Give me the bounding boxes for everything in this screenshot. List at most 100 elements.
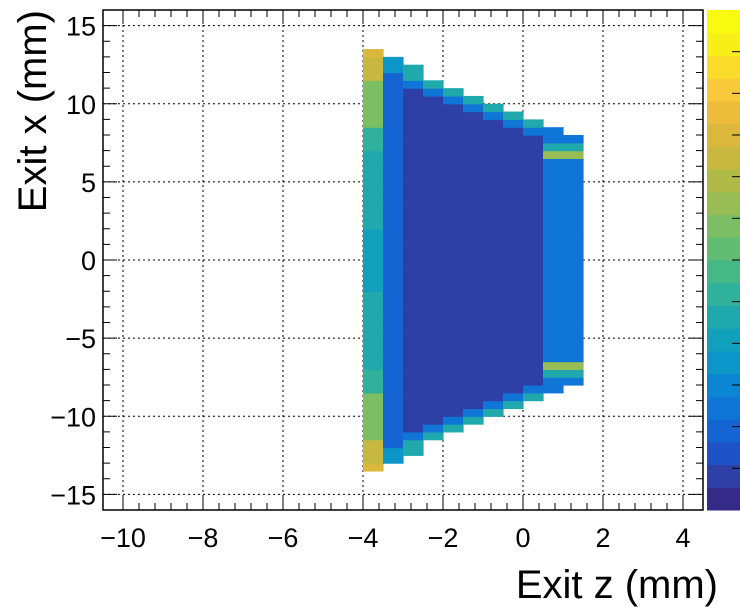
heatmap-cell xyxy=(363,275,384,285)
heatmap-cell xyxy=(463,408,484,417)
heatmap-cell xyxy=(363,400,384,410)
colorbar-segment xyxy=(707,55,740,79)
heatmap-cell xyxy=(563,135,584,144)
colorbar-segment xyxy=(707,328,740,352)
heatmap-cell xyxy=(383,314,404,324)
heatmap-cell xyxy=(363,174,384,183)
heatmap-cell xyxy=(443,142,464,152)
heatmap-cell xyxy=(363,385,384,394)
heatmap-cell xyxy=(523,236,544,245)
heatmap-cell xyxy=(563,213,584,222)
heatmap-cell xyxy=(443,424,464,433)
heatmap-cell xyxy=(403,64,424,74)
heatmap-cell xyxy=(483,181,504,191)
heatmap-cell xyxy=(383,330,404,339)
heatmap-cell xyxy=(503,345,524,355)
heatmap-cell xyxy=(563,252,584,261)
heatmap-cell xyxy=(503,142,524,152)
heatmap-cell xyxy=(523,166,544,175)
x-tick-label: −4 xyxy=(348,523,379,553)
heatmap-cell xyxy=(463,330,484,339)
heatmap-cell xyxy=(423,338,444,347)
heatmap-cell xyxy=(423,385,444,394)
colorbar-segment xyxy=(707,10,740,34)
heatmap-cell xyxy=(423,361,444,370)
heatmap-cell xyxy=(403,88,424,97)
heatmap-cell xyxy=(403,260,424,269)
heatmap-cell xyxy=(423,80,444,89)
colorbar-segment xyxy=(707,237,740,261)
heatmap-cell xyxy=(403,119,424,128)
heatmap-cell xyxy=(503,174,524,183)
heatmap-cell xyxy=(483,205,504,214)
heatmap-cell xyxy=(443,127,464,136)
heatmap-cell xyxy=(503,119,524,128)
colorbar-segment xyxy=(707,78,740,102)
heatmap-cell xyxy=(483,314,504,324)
heatmap-cell xyxy=(483,322,504,331)
heatmap-cell xyxy=(423,174,444,183)
heatmap-cell xyxy=(483,283,504,292)
heatmap-cell xyxy=(543,189,564,199)
heatmap-cell xyxy=(523,275,544,285)
heatmap-cell xyxy=(563,377,584,386)
heatmap-cell xyxy=(463,353,484,363)
heatmap-cell xyxy=(423,166,444,175)
heatmap-cell xyxy=(383,392,404,402)
heatmap-cell xyxy=(363,220,384,230)
heatmap-cell xyxy=(363,88,384,97)
heatmap-cell xyxy=(443,252,464,261)
heatmap-cell xyxy=(383,119,404,128)
colorbar-segment xyxy=(707,100,740,125)
heatmap-cell xyxy=(363,377,384,386)
heatmap-cell xyxy=(383,345,404,355)
heatmap-cell xyxy=(563,220,584,230)
heatmap-cell xyxy=(383,127,404,136)
heatmap-cell xyxy=(563,189,584,199)
heatmap-cell xyxy=(383,80,404,89)
heatmap-cell xyxy=(403,166,424,175)
x-axis-title: Exit z (mm) xyxy=(516,563,718,607)
heatmap-cell xyxy=(543,236,564,245)
heatmap-cell xyxy=(463,306,484,316)
heatmap-cell xyxy=(403,135,424,144)
heatmap-cell xyxy=(463,166,484,175)
heatmap-cell xyxy=(383,64,404,74)
colorbar-segment xyxy=(707,464,740,488)
heatmap-cell xyxy=(523,299,544,308)
heatmap-cell xyxy=(563,244,584,253)
heatmap-cell xyxy=(403,220,424,230)
heatmap-cell xyxy=(403,400,424,410)
heatmap-cell xyxy=(423,244,444,253)
heatmap-cell xyxy=(403,431,424,441)
heatmap-cell xyxy=(483,338,504,347)
heatmap-cell xyxy=(543,314,564,324)
heatmap-cell xyxy=(423,353,444,363)
heatmap-cell xyxy=(503,369,524,378)
heatmap-cell xyxy=(443,330,464,339)
heatmap-cell xyxy=(483,299,504,308)
heatmap-cell xyxy=(463,150,484,160)
heatmap-cell xyxy=(443,244,464,253)
heatmap-cell xyxy=(463,181,484,191)
heatmap-cell xyxy=(463,345,484,355)
heatmap-cell xyxy=(383,95,404,105)
heatmap-cell xyxy=(383,142,404,152)
colorbar-segment xyxy=(707,214,740,238)
heatmap-cell xyxy=(463,236,484,245)
heatmap-cell xyxy=(443,135,464,144)
heatmap-cell xyxy=(363,119,384,128)
heatmap-cell xyxy=(543,361,564,370)
heatmap-cell xyxy=(383,424,404,433)
heatmap-cell xyxy=(503,189,524,199)
heatmap-cell xyxy=(363,142,384,152)
heatmap-cell xyxy=(383,369,404,378)
heatmap-cell xyxy=(443,377,464,386)
heatmap-cell xyxy=(423,205,444,214)
heatmap-cell xyxy=(503,361,524,370)
heatmap-cell xyxy=(383,213,404,222)
x-tick-labels: −10 −8 −6 −4 −2 0 2 4 xyxy=(100,523,690,553)
heatmap-cell xyxy=(563,345,584,355)
heatmap-cell xyxy=(383,447,404,456)
